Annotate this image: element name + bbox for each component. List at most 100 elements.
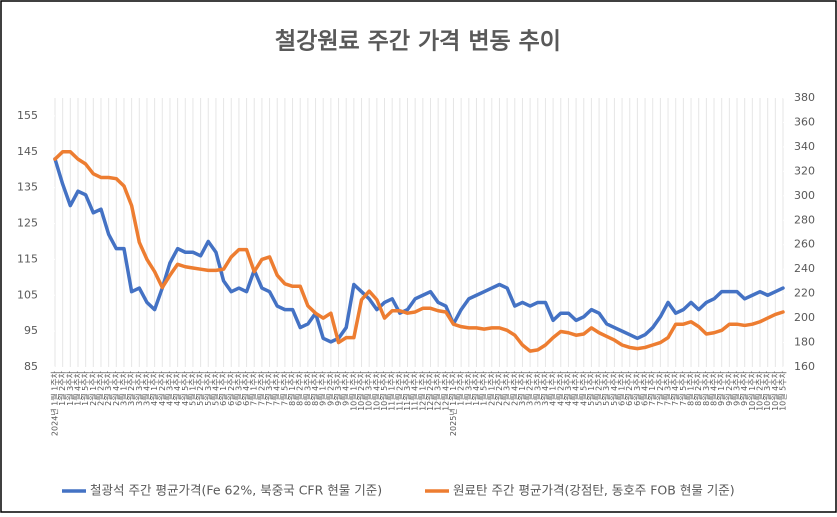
x-tick-label: 1월 3주차	[463, 370, 473, 405]
y-tick-label: 125	[17, 217, 38, 230]
y-tick-label: 155	[17, 109, 38, 122]
x-tick-label: 10월 5주차	[379, 370, 389, 411]
x-tick-label: 9월 2주차	[724, 370, 734, 405]
x-tick-label: 10월 5주차	[778, 370, 788, 411]
x-tick-label: 2월 4주차	[111, 370, 121, 405]
x-tick-label: 5월 2주차	[594, 370, 604, 405]
x-tick-label: 7월 2주차	[655, 370, 665, 405]
x-tick-label: 9월 4주차	[739, 370, 749, 405]
y2-tick-label: 360	[794, 115, 815, 128]
x-tick-label: 8월 1주차	[287, 370, 297, 405]
x-tick-label: 10월 2주차	[755, 370, 765, 411]
y-tick-label: 145	[17, 145, 38, 158]
x-tick-label: 3월 1주차	[517, 370, 527, 405]
y2-tick-label: 220	[794, 287, 815, 300]
x-tick-label: 10월 3주차	[364, 370, 374, 411]
x-tick-label: 9월 1주차	[318, 370, 328, 405]
y-tick-label: 135	[17, 181, 38, 194]
x-tick-label: 3월 2주차	[525, 370, 535, 405]
x-tick-label: 5월 4주차	[210, 370, 220, 405]
x-tick-label: 5월 3주차	[203, 370, 213, 405]
x-tick-label: 11월 2주차	[394, 370, 404, 411]
x-tick-label: 6월 1주차	[218, 370, 228, 405]
x-tick-label: 9월 3주차	[333, 370, 343, 405]
x-tick-label: 6월 4주차	[241, 370, 251, 405]
x-tick-label: 8월 4주차	[709, 370, 719, 405]
x-tick-label: 12월 4주차	[440, 370, 450, 411]
x-tick-label: 2월 2주차	[494, 370, 504, 405]
x-tick-label: 11월 1주차	[387, 370, 397, 411]
x-tick-label: 10월 1주차	[747, 370, 757, 411]
x-tick-label: 10월 4주차	[371, 370, 381, 411]
x-tick-label: 10월 2주차	[356, 370, 366, 411]
x-tick-label: 3월 4주차	[141, 370, 151, 405]
chart-title: 철강원료 주간 가격 변동 추이	[275, 29, 561, 55]
x-tick-label: 7월 5주차	[279, 370, 289, 405]
x-tick-label: 9월 4주차	[341, 370, 351, 405]
x-tick-label: 8월 2주차	[693, 370, 703, 405]
x-tick-label: 5월 2주차	[195, 370, 205, 405]
x-tick-label: 8월 3주차	[302, 370, 312, 405]
x-tick-label: 4월 4주차	[172, 370, 182, 405]
x-tick-label: 2월 2주차	[95, 370, 105, 405]
y2-tick-label: 300	[794, 189, 815, 202]
series-line	[53, 157, 785, 344]
x-tick-label: 7월 3주차	[663, 370, 673, 405]
y2-tick-label: 380	[794, 91, 815, 104]
x-tick-label: 3월 3주차	[134, 370, 144, 405]
y-tick-label: 95	[24, 324, 38, 337]
x-tick-label: 3월 1주차	[118, 370, 128, 405]
y2-tick-label: 240	[794, 262, 815, 275]
x-tick-label: 4월 3주차	[563, 370, 573, 405]
x-tick-label: 6월 1주차	[617, 370, 627, 405]
x-tick-label: 4월 2주차	[555, 370, 565, 405]
y2-tick-label: 160	[794, 360, 815, 373]
x-tick-label: 1월 2주차	[456, 370, 466, 405]
x-tick-label: 9월 2주차	[325, 370, 335, 405]
x-tick-label: 3월 2주차	[126, 370, 136, 405]
x-tick-label: 6월 2주차	[226, 370, 236, 405]
x-tick-label: 8월 1주차	[686, 370, 696, 405]
x-tick-label: 2월 4주차	[509, 370, 519, 405]
x-tick-label: 1월 2주차	[57, 370, 67, 405]
y2-tick-label: 260	[794, 238, 815, 251]
y2-tick-label: 180	[794, 336, 815, 349]
x-tick-label: 4월 4주차	[571, 370, 581, 405]
x-tick-label: 4월 5주차	[180, 370, 190, 405]
y-tick-label: 115	[17, 252, 38, 265]
x-tick-label: 2월 1주차	[486, 370, 496, 405]
x-tick-label: 2월 3주차	[502, 370, 512, 405]
x-tick-label: 11월 3주차	[402, 370, 412, 411]
x-tick-label: 2024년 1월 1주차	[50, 370, 60, 436]
x-tick-label: 4월 3주차	[164, 370, 174, 405]
y2-tick-label: 320	[794, 164, 815, 177]
legend-label: 원료탄 주간 평균가격(강점탄, 동호주 FOB 현물 기준)	[453, 483, 735, 498]
x-tick-label: 6월 3주차	[632, 370, 642, 405]
x-tick-label: 1월 5주차	[479, 370, 489, 405]
series-line	[53, 150, 785, 353]
x-tick-label: 2월 3주차	[103, 370, 113, 405]
x-tick-label: 12월 1주차	[417, 370, 427, 411]
x-tick-label: 10월 4주차	[770, 370, 780, 411]
x-tick-label: 7월 3주차	[264, 370, 274, 405]
x-tick-label: 12월 3주차	[433, 370, 443, 411]
x-tick-label: 5월 3주차	[601, 370, 611, 405]
x-tick-label: 10월 1주차	[348, 370, 358, 411]
x-tick-label: 10월 3주차	[762, 370, 772, 411]
x-tick-label: 3월 4주차	[540, 370, 550, 405]
x-tick-label: 7월 5주차	[678, 370, 688, 405]
x-tick-label: 9월 3주차	[732, 370, 742, 405]
legend-label: 철광석 주간 평균가격(Fe 62%, 북중국 CFR 현물 기준)	[90, 483, 382, 498]
x-tick-label: 1월 4주차	[471, 370, 481, 405]
x-tick-label: 4월 1주차	[149, 370, 159, 405]
x-tick-label: 1월 4주차	[72, 370, 82, 405]
x-tick-label: 12월 2주차	[425, 370, 435, 411]
x-tick-label: 1월 3주차	[65, 370, 75, 405]
y2-tick-label: 280	[794, 213, 815, 226]
y2-tick-label: 200	[794, 311, 815, 324]
x-tick-label: 7월 4주차	[272, 370, 282, 405]
x-tick-label: 7월 2주차	[256, 370, 266, 405]
y-tick-label: 105	[17, 288, 38, 301]
